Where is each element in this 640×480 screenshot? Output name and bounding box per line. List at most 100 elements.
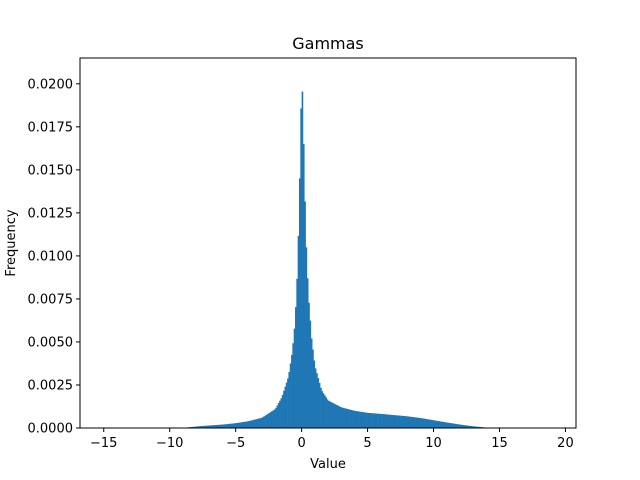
histogram-bar <box>263 416 265 428</box>
histogram-bar <box>333 403 335 428</box>
histogram-bar <box>190 426 193 428</box>
histogram-bar <box>367 412 370 428</box>
histogram-bar <box>236 422 239 428</box>
histogram-bar <box>448 422 450 428</box>
x-tick-label: 20 <box>557 436 574 451</box>
histogram-bar <box>326 399 329 428</box>
histogram-bar <box>465 425 467 428</box>
histogram-bar <box>288 372 291 428</box>
histogram-bar <box>301 91 304 428</box>
histogram-bar <box>401 415 404 428</box>
histogram-bar <box>445 422 448 428</box>
histogram-bar <box>452 423 454 428</box>
histogram-bar <box>436 420 438 428</box>
histogram-bar <box>387 414 389 428</box>
histogram-bar <box>479 426 482 428</box>
histogram-bar <box>339 407 342 428</box>
histogram-bar <box>258 418 260 428</box>
histogram-bar <box>399 415 401 428</box>
histogram-bar <box>413 417 416 428</box>
histogram-bar <box>302 144 305 429</box>
histogram-bar <box>196 426 198 428</box>
histogram-bar <box>295 307 297 428</box>
histogram-bar <box>466 425 469 428</box>
histogram-bar <box>193 426 196 428</box>
histogram-bar <box>285 382 288 428</box>
histogram-bar <box>442 421 445 428</box>
histogram-bar <box>293 328 296 428</box>
histogram-bar <box>200 426 202 428</box>
histogram-bar <box>223 424 226 428</box>
histogram-bar <box>461 424 463 428</box>
histogram-bar <box>350 409 353 428</box>
histogram-bar <box>404 416 407 428</box>
histogram-bar <box>384 414 387 428</box>
histogram-bar <box>217 424 219 428</box>
histogram-bar <box>251 420 254 428</box>
histogram-bar <box>277 403 280 428</box>
histogram-bar <box>268 412 271 428</box>
histogram-bar <box>438 421 441 428</box>
histogram-bar <box>372 413 375 428</box>
histogram-bar <box>205 425 207 428</box>
histogram-bar <box>309 320 312 428</box>
histogram-bar <box>390 414 392 428</box>
histogram-bar <box>449 423 451 428</box>
histogram-bar <box>213 425 215 428</box>
histogram-bar <box>321 391 324 428</box>
histogram-bar <box>454 423 457 428</box>
histogram-bar <box>298 178 301 428</box>
histogram-bar <box>283 390 285 428</box>
histogram-bar <box>227 423 230 428</box>
histogram-bar <box>412 417 415 428</box>
histogram-bar <box>441 421 444 428</box>
histogram-bar <box>463 425 466 428</box>
histogram-bar <box>297 235 300 428</box>
histogram-bar <box>470 426 473 428</box>
histogram-bar <box>244 421 247 428</box>
x-axis-label: Value <box>310 457 346 472</box>
histogram-bar <box>338 406 341 428</box>
histogram-bar <box>320 387 322 428</box>
y-axis-ticks: 0.0000 0.0025 0.0050 0.0075 0.0100 0.0125 0.01… <box>28 77 80 437</box>
histogram-bar <box>351 410 354 428</box>
histogram-bar <box>247 421 250 428</box>
y-tick-label: 0.0025 <box>28 378 74 393</box>
histogram-bar <box>231 423 234 428</box>
histogram-bar <box>304 201 306 428</box>
histogram-bar <box>218 424 221 428</box>
histogram-bar <box>477 426 479 428</box>
histogram-bar <box>383 414 386 428</box>
histogram-bar <box>366 412 368 428</box>
histogram-bar <box>300 108 302 428</box>
histogram-bar <box>355 411 358 428</box>
histogram-bar <box>459 424 462 428</box>
histogram-bar <box>331 402 334 428</box>
histogram-bar <box>405 416 408 428</box>
x-axis-ticks: −15 −10 −5 0 5 10 15 20 <box>90 428 574 451</box>
histogram-bar <box>395 415 397 428</box>
histogram-bar <box>281 394 284 428</box>
histogram-bar <box>248 420 251 428</box>
x-tick-label: −15 <box>90 436 117 451</box>
histogram-bar <box>225 424 227 428</box>
histogram-bar <box>271 411 273 428</box>
histogram-bar <box>292 343 294 428</box>
histogram-bar <box>329 401 331 428</box>
histogram-bar <box>269 412 272 428</box>
histogram-bar <box>374 413 376 428</box>
y-tick-label: 0.0000 <box>28 422 74 437</box>
histogram-bar <box>210 425 213 428</box>
histogram-bar <box>386 414 388 428</box>
histogram-bar <box>316 373 318 428</box>
histogram-bar <box>391 414 393 428</box>
histogram-bar <box>425 419 428 428</box>
histogram-bar <box>198 426 201 428</box>
histogram-bar <box>318 382 321 428</box>
histogram-bar <box>424 418 426 428</box>
x-tick-label: 15 <box>491 436 508 451</box>
histogram-bar <box>305 247 308 428</box>
histogram-bar <box>197 426 200 428</box>
histogram-bar <box>346 408 349 428</box>
